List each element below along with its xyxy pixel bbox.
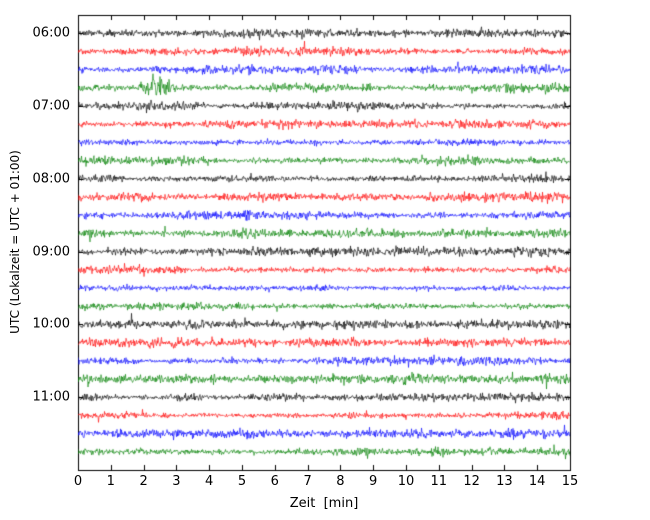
x-tick-label: 11 <box>430 474 448 489</box>
x-tick-label: 2 <box>139 474 148 489</box>
x-tick-label: 10 <box>397 474 415 489</box>
x-tick-label: 0 <box>73 474 83 489</box>
x-tick-label: 15 <box>561 474 579 489</box>
x-tick-label: 9 <box>369 474 378 489</box>
x-tick-label: 4 <box>205 474 214 489</box>
x-tick-label: 3 <box>172 474 181 489</box>
y-tick-label: 11:00 <box>32 389 70 405</box>
y-tick-label: 10:00 <box>32 316 70 332</box>
y-tick-label: 06:00 <box>32 25 70 41</box>
x-axis-label: Zeit [min] <box>289 496 359 511</box>
y-tick-label: 09:00 <box>32 244 70 260</box>
x-tick-label: 1 <box>106 474 115 489</box>
x-tick-label: 7 <box>303 474 312 489</box>
x-tick-label: 12 <box>463 474 480 489</box>
x-tick-label: 6 <box>270 474 279 489</box>
y-tick-label: 08:00 <box>32 171 70 187</box>
x-tick-label: 8 <box>336 474 345 489</box>
x-tick-label: 13 <box>496 474 513 489</box>
x-tick-label: 14 <box>528 474 546 489</box>
x-tick-label: 5 <box>237 474 247 489</box>
y-tick-label: 07:00 <box>32 98 70 114</box>
